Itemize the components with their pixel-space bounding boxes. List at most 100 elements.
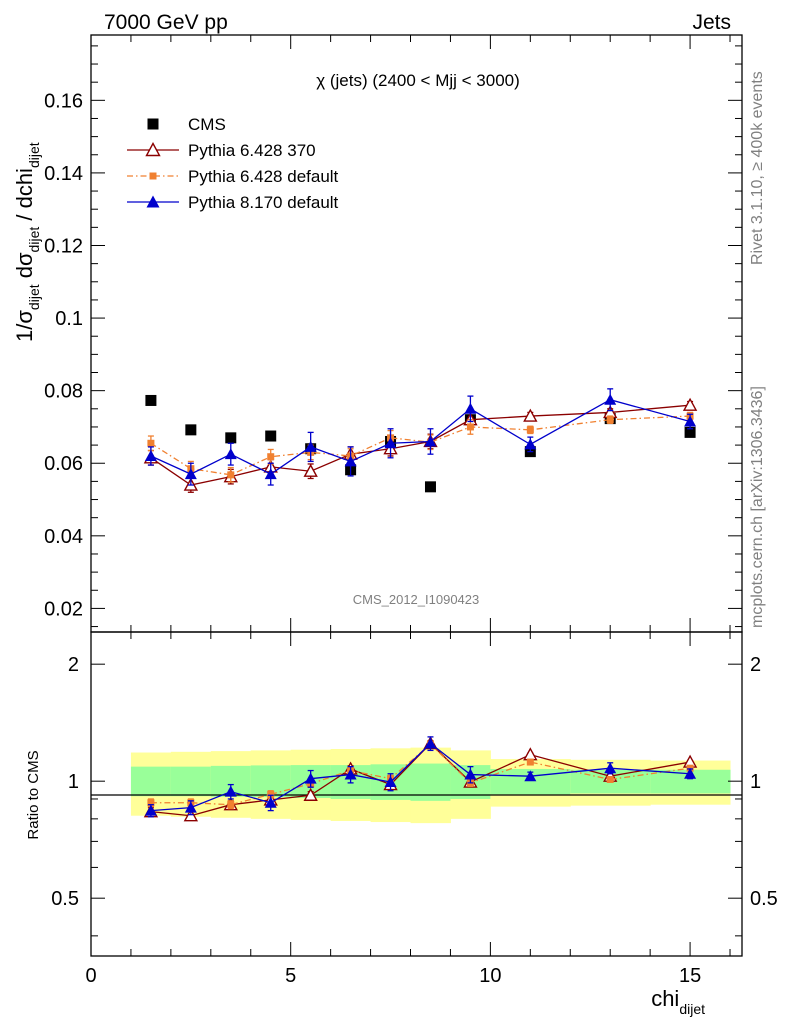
point-pythia-8-170-default xyxy=(304,772,317,784)
x-label-sub: dijet xyxy=(679,1001,705,1017)
ratio-y-tick-label-right: 0.5 xyxy=(750,888,778,910)
point-pythia-8-170-default xyxy=(424,737,437,749)
point-pythia-8-170-default xyxy=(604,393,617,405)
y-label-sub-3: dijet xyxy=(26,142,42,168)
point-pythia-8-170-default xyxy=(604,762,617,774)
x-label-main: chi xyxy=(651,986,679,1011)
point-pythia-8-170-default xyxy=(684,767,697,779)
point-cms xyxy=(185,424,197,436)
ratio-uncertainty-bands xyxy=(130,747,731,824)
ratio-axis-ticks: 0.5 0.5 1 1 2 2 xyxy=(51,632,778,956)
point-pythia-6-428-370 xyxy=(303,787,318,801)
point-pythia-8-170-default xyxy=(184,801,197,813)
legend: CMS Pythia 6.428 370 Pythia 6.428 default P… xyxy=(127,115,339,212)
legend-label-cms: CMS xyxy=(188,115,226,134)
point-cms xyxy=(225,432,237,444)
point-pythia-6-428-default xyxy=(526,426,534,434)
point-pythia-6-428-default xyxy=(147,439,155,447)
ratio-frame xyxy=(90,631,743,957)
x-tick-label: 0 xyxy=(85,965,96,987)
header-left: 7000 GeV pp xyxy=(104,11,228,34)
point-pythia-6-428-370 xyxy=(682,397,698,411)
point-pythia-8-170-default xyxy=(264,468,277,480)
point-cms xyxy=(684,426,696,438)
x-axis-label: chidijet xyxy=(651,986,705,1017)
legend-marker-pythia-8-170-default xyxy=(146,195,160,208)
legend-marker-pythia-6-428-370 xyxy=(145,142,161,157)
inner-band xyxy=(170,766,212,797)
point-pythia-8-170-default xyxy=(384,776,397,788)
main-panel: 0.02 0.04 0.06 0.08 0.1 0.12 0.14 0.16 χ (jets)… xyxy=(12,34,743,633)
point-pythia-8-170-default xyxy=(344,455,357,467)
ratio-y-tick-label: 1 xyxy=(68,771,79,793)
point-pythia-8-170-default xyxy=(264,796,277,808)
point-pythia-6-428-370 xyxy=(303,463,318,477)
point-pythia-6-428-default xyxy=(147,799,155,807)
point-pythia-8-170-default xyxy=(184,468,197,480)
legend-label-pythia-6-428-370: Pythia 6.428 370 xyxy=(188,141,316,160)
main-series xyxy=(143,388,698,493)
y-tick-label: 0.08 xyxy=(44,381,83,403)
y-label-part-2: dσ xyxy=(12,252,37,284)
point-pythia-6-428-370 xyxy=(523,747,538,761)
y-label-sub-2: dijet xyxy=(26,227,42,253)
ratio-y-tick-label-right: 2 xyxy=(750,654,761,676)
rivet-label: Rivet 3.1.10, ≥ 400k events xyxy=(749,71,766,265)
point-pythia-8-170-default xyxy=(304,440,317,452)
point-cms xyxy=(265,430,277,442)
point-pythia-8-170-default xyxy=(344,768,357,780)
point-pythia-8-170-default xyxy=(224,785,237,797)
legend-marker-cms xyxy=(147,118,159,130)
y-label-part-1: 1/σ xyxy=(12,310,37,342)
y-tick-label: 0.1 xyxy=(55,308,83,330)
y-axis-label: 1/σdijet dσdijet / dchidijet xyxy=(12,142,42,342)
point-pythia-6-428-default xyxy=(606,776,614,784)
y-tick-label: 0.04 xyxy=(44,526,83,548)
legend-marker-pythia-6-428-default xyxy=(149,172,157,180)
point-pythia-6-428-default xyxy=(466,423,474,431)
header-right: Jets xyxy=(692,11,731,34)
y-tick-label: 0.12 xyxy=(44,235,83,257)
ratio-series xyxy=(143,736,698,822)
x-tick-label: 5 xyxy=(285,965,296,987)
inner-band xyxy=(130,766,172,797)
y-tick-label: 0.02 xyxy=(44,598,83,620)
ratio-y-tick-label: 0.5 xyxy=(51,888,79,910)
series-line-pythia-8-170-default xyxy=(150,742,691,812)
series-line-pythia-6-428-default xyxy=(150,415,691,476)
point-pythia-6-428-default xyxy=(606,416,614,424)
series-line-pythia-6-428-default xyxy=(150,743,691,806)
legend-label-pythia-8-170-default: Pythia 8.170 default xyxy=(188,193,339,212)
y-label-sub-1: dijet xyxy=(26,284,42,310)
ratio-y-label: Ratio to CMS xyxy=(25,750,42,839)
series-line-pythia-6-428-370 xyxy=(150,404,691,486)
legend-label-pythia-6-428-default: Pythia 6.428 default xyxy=(188,167,339,186)
series-line-pythia-6-428-370 xyxy=(150,742,691,817)
x-tick-labels: 0 5 10 15 xyxy=(85,965,701,987)
point-pythia-6-428-default xyxy=(227,471,235,479)
point-pythia-6-428-default xyxy=(227,801,235,809)
point-pythia-8-170-default xyxy=(524,438,537,450)
point-pythia-6-428-default xyxy=(267,790,275,798)
watermark: CMS_2012_I1090423 xyxy=(353,592,480,607)
y-tick-label: 0.06 xyxy=(44,453,83,475)
point-pythia-8-170-default xyxy=(524,770,537,782)
series-line-pythia-8-170-default xyxy=(150,399,691,475)
point-pythia-8-170-default xyxy=(464,768,477,780)
point-pythia-8-170-default xyxy=(384,437,397,449)
main-title: χ (jets) (2400 < Mjj < 3000) xyxy=(316,71,520,90)
y-label-part-3: / dchi xyxy=(12,168,37,227)
inner-band xyxy=(650,769,731,794)
point-cms xyxy=(145,394,157,406)
mcplots-label: mcplots.cern.ch [arXiv:1306.3436] xyxy=(749,386,766,628)
x-tick-label: 10 xyxy=(479,965,501,987)
ratio-y-tick-label: 2 xyxy=(68,654,79,676)
ratio-y-tick-label-right: 1 xyxy=(750,771,761,793)
point-cms xyxy=(424,481,436,493)
x-tick-label: 15 xyxy=(679,965,701,987)
point-pythia-8-170-default xyxy=(424,435,437,447)
y-tick-label: 0.14 xyxy=(44,163,83,185)
ratio-panel: 0.5 0.5 1 1 2 2 Ratio to CMS 0 5 10 15 chidijet xyxy=(25,631,778,1017)
point-pythia-8-170-default xyxy=(224,448,237,460)
